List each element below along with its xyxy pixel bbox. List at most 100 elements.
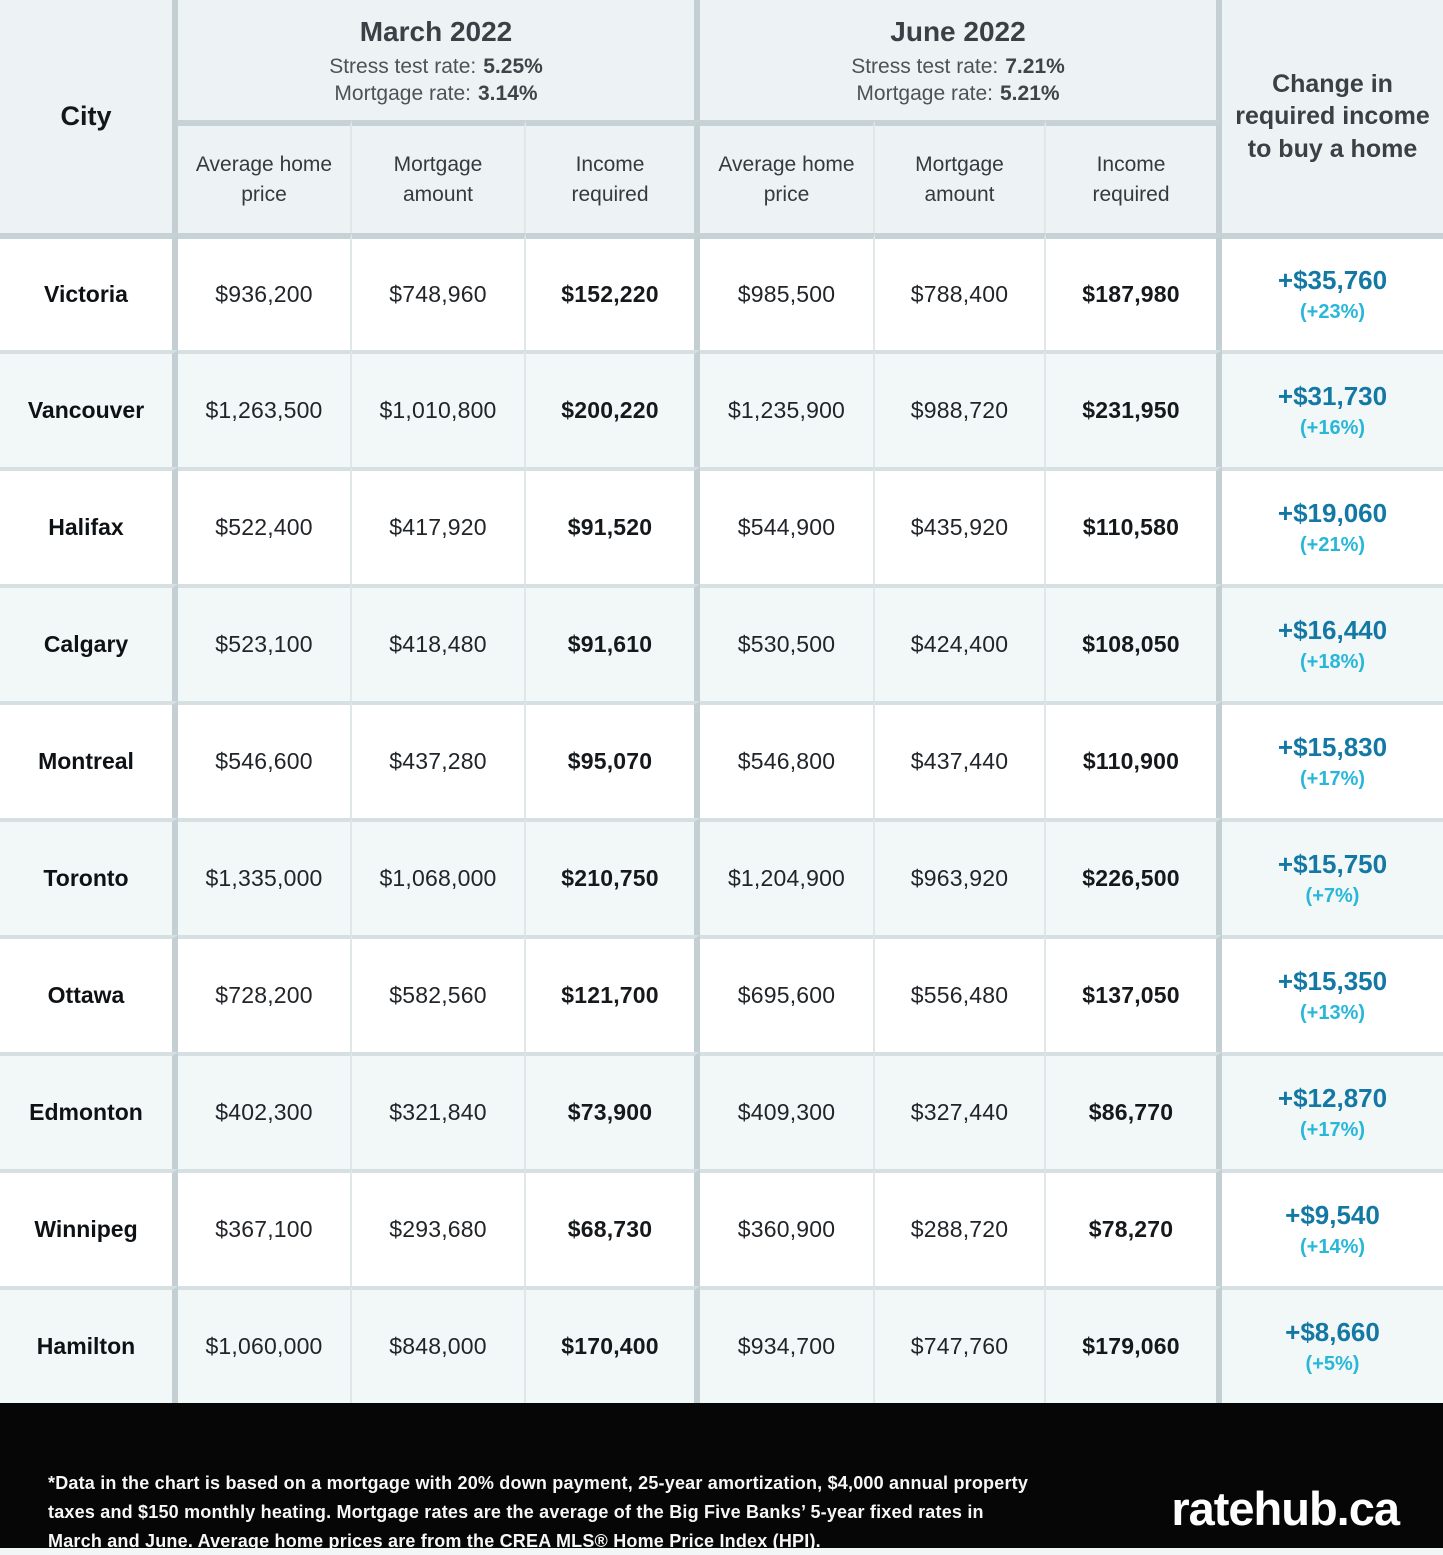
june-home-price-cell: $985,500 <box>700 233 875 350</box>
change-amount: +$15,830 <box>1277 731 1388 762</box>
march-income-required-cell: $210,750 <box>526 818 700 935</box>
city-cell: Victoria <box>0 233 178 350</box>
june-mortgage-amount-cell: $988,720 <box>875 350 1046 467</box>
june-income-required-cell: $110,900 <box>1046 701 1222 818</box>
march-mortgage-amount-cell: $748,960 <box>352 233 526 350</box>
june-income-required-cell: $137,050 <box>1046 935 1222 1052</box>
change-cell: +$15,750 (+7%) <box>1222 818 1443 935</box>
change-cell: +$16,440 (+18%) <box>1222 584 1443 701</box>
june-mortgage-rate-line: Mortgage rate: 5.21% <box>856 82 1059 106</box>
march-mortgage-amount-cell: $1,010,800 <box>352 350 526 467</box>
june-income-required-cell: $86,770 <box>1046 1052 1222 1169</box>
march-home-price-cell: $1,060,000 <box>178 1286 352 1403</box>
city-cell: Toronto <box>0 818 178 935</box>
change-cell: +$8,660 (+5%) <box>1222 1286 1443 1403</box>
change-percent: (+14%) <box>1299 1236 1366 1259</box>
city-column-header: City <box>0 0 178 233</box>
june-mortgage-amount-cell: $288,720 <box>875 1169 1046 1286</box>
city-cell: Vancouver <box>0 350 178 467</box>
change-amount: +$12,870 <box>1277 1082 1388 1113</box>
june-mortgage-amount-cell: $327,440 <box>875 1052 1046 1169</box>
change-percent: (+17%) <box>1299 768 1366 791</box>
march-income-required-cell: $73,900 <box>526 1052 700 1169</box>
june-home-price-cell: $695,600 <box>700 935 875 1052</box>
june-mortgage-amount-cell: $424,400 <box>875 584 1046 701</box>
march-mortgage-amount-cell: $293,680 <box>352 1169 526 1286</box>
june-stress-test-line: Stress test rate: 7.21% <box>851 55 1065 79</box>
change-cell: +$31,730 (+16%) <box>1222 350 1443 467</box>
bottom-strip <box>0 1548 1443 1555</box>
march-mortgage-amount-cell: $582,560 <box>352 935 526 1052</box>
stress-test-label: Stress test rate: <box>851 55 999 79</box>
city-cell: Ottawa <box>0 935 178 1052</box>
change-percent: (+5%) <box>1305 1353 1360 1376</box>
change-percent: (+17%) <box>1299 1119 1366 1142</box>
change-amount: +$31,730 <box>1277 380 1388 411</box>
change-amount: +$35,760 <box>1277 264 1388 295</box>
june-mortgage-amount-cell: $747,760 <box>875 1286 1046 1403</box>
march-mortgage-amount-cell: $437,280 <box>352 701 526 818</box>
march-income-required-header: Income required <box>526 120 700 233</box>
june-income-required-cell: $231,950 <box>1046 350 1222 467</box>
march-income-required-cell: $152,220 <box>526 233 700 350</box>
march-group-inner: March 2022 Stress test rate: 5.25% Mortga… <box>329 14 543 106</box>
march-mortgage-amount-cell: $321,840 <box>352 1052 526 1169</box>
change-amount: +$15,350 <box>1277 965 1388 996</box>
june-mortgage-amount-cell: $963,920 <box>875 818 1046 935</box>
ratehub-logo: ratehub.ca <box>1171 1482 1400 1535</box>
change-amount: +$15,750 <box>1277 848 1388 879</box>
stress-test-label: Stress test rate: <box>329 55 477 79</box>
march-2022-group-header: March 2022 Stress test rate: 5.25% Mortga… <box>178 0 700 120</box>
june-home-price-cell: $1,235,900 <box>700 350 875 467</box>
june-home-price-cell: $544,900 <box>700 467 875 584</box>
march-income-required-cell: $95,070 <box>526 701 700 818</box>
march-home-price-cell: $402,300 <box>178 1052 352 1169</box>
march-income-required-cell: $91,610 <box>526 584 700 701</box>
march-stress-test-line: Stress test rate: 5.25% <box>329 55 543 79</box>
footer-bar: *Data in the chart is based on a mortgag… <box>0 1403 1443 1555</box>
march-income-required-cell: $91,520 <box>526 467 700 584</box>
march-home-price-cell: $1,263,500 <box>178 350 352 467</box>
march-mortgage-amount-header: Mortgage amount <box>352 120 526 233</box>
change-percent: (+21%) <box>1299 534 1366 557</box>
june-home-price-cell: $409,300 <box>700 1052 875 1169</box>
june-home-price-cell: $546,800 <box>700 701 875 818</box>
march-home-price-cell: $728,200 <box>178 935 352 1052</box>
change-cell: +$15,830 (+17%) <box>1222 701 1443 818</box>
change-amount: +$16,440 <box>1277 614 1388 645</box>
june-income-required-header: Income required <box>1046 120 1222 233</box>
june-home-price-cell: $934,700 <box>700 1286 875 1403</box>
march-mortgage-amount-cell: $417,920 <box>352 467 526 584</box>
change-amount: +$9,540 <box>1285 1199 1380 1230</box>
change-percent: (+13%) <box>1299 1002 1366 1025</box>
change-percent: (+23%) <box>1299 301 1366 324</box>
change-cell: +$15,350 (+13%) <box>1222 935 1443 1052</box>
june-income-required-cell: $226,500 <box>1046 818 1222 935</box>
city-cell: Calgary <box>0 584 178 701</box>
city-cell: Edmonton <box>0 1052 178 1169</box>
march-income-required-cell: $68,730 <box>526 1169 700 1286</box>
footnote-text: *Data in the chart is based on a mortgag… <box>48 1473 1029 1551</box>
stress-test-value: 5.25% <box>483 55 543 79</box>
june-home-price-header: Average home price <box>700 120 875 233</box>
march-income-required-cell: $200,220 <box>526 350 700 467</box>
june-mortgage-amount-cell: $788,400 <box>875 233 1046 350</box>
march-home-price-cell: $1,335,000 <box>178 818 352 935</box>
march-home-price-cell: $546,600 <box>178 701 352 818</box>
city-cell: Montreal <box>0 701 178 818</box>
june-group-title: June 2022 <box>890 15 1026 47</box>
june-mortgage-amount-header: Mortgage amount <box>875 120 1046 233</box>
march-home-price-cell: $367,100 <box>178 1169 352 1286</box>
change-percent: (+18%) <box>1299 651 1366 674</box>
june-mortgage-amount-cell: $556,480 <box>875 935 1046 1052</box>
affordability-table: City March 2022 Stress test rate: 5.25% M… <box>0 0 1443 1403</box>
june-home-price-cell: $530,500 <box>700 584 875 701</box>
change-percent: (+7%) <box>1305 885 1360 908</box>
change-cell: +$19,060 (+21%) <box>1222 467 1443 584</box>
march-income-required-cell: $170,400 <box>526 1286 700 1403</box>
june-income-required-cell: $108,050 <box>1046 584 1222 701</box>
march-home-price-cell: $523,100 <box>178 584 352 701</box>
city-cell: Halifax <box>0 467 178 584</box>
city-cell: Hamilton <box>0 1286 178 1403</box>
june-income-required-cell: $78,270 <box>1046 1169 1222 1286</box>
